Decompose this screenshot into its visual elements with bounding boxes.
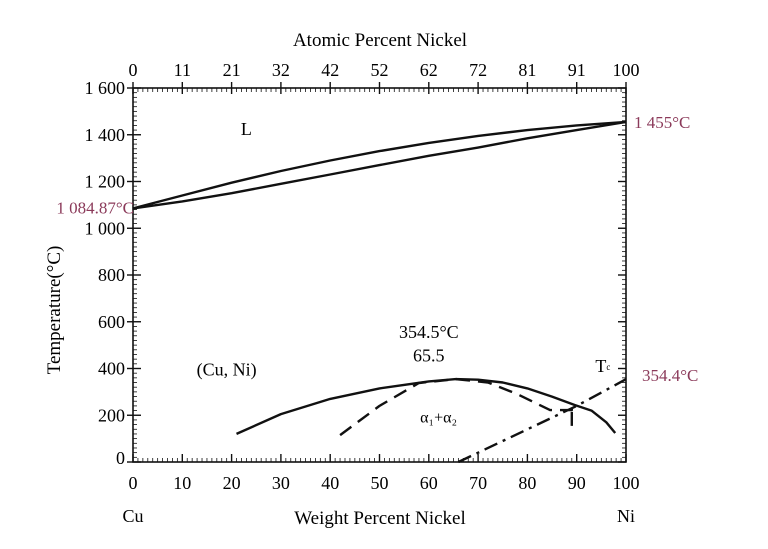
y-tick-label: 1 600 — [85, 78, 126, 98]
curie-temperature-label: 354.4°C — [642, 366, 698, 385]
cu-melting-point-label: 1 084.87°C — [56, 198, 134, 217]
phase-boundary-solid-1 — [132, 120, 627, 210]
x-tick-label: 0 — [129, 473, 138, 493]
x2-tick-label: 11 — [174, 60, 191, 80]
x2-tick-label: 91 — [568, 60, 586, 80]
y-tick-label: 400 — [98, 359, 125, 379]
x2-tick-label: 100 — [613, 60, 640, 80]
phase-boundary-dashdot-4 — [457, 378, 627, 464]
annotation-label: 65.5 — [413, 345, 445, 365]
phase-boundary-dashed-3 — [339, 377, 573, 437]
x-tick-label: 30 — [272, 473, 290, 493]
y-tick-label: 200 — [98, 405, 125, 425]
x2-tick-label: 62 — [420, 60, 438, 80]
x-tick-label: 80 — [518, 473, 536, 493]
x2-tick-label: 21 — [223, 60, 241, 80]
y-tick-label: 800 — [98, 265, 125, 285]
x2-tick-label: 0 — [129, 60, 138, 80]
x-tick-label: 60 — [420, 473, 438, 493]
x-tick-label: 70 — [469, 473, 487, 493]
y-tick-label: 0 — [116, 448, 125, 468]
y-axis-title: Temperature(°C) — [44, 246, 65, 375]
bottom-axis-title: Weight Percent Nickel — [294, 508, 466, 529]
phase-boundary-solid-2 — [236, 377, 617, 435]
ni-melting-point-label: 1 455°C — [634, 113, 690, 132]
annotation-label: α₁+α₂ — [420, 409, 457, 426]
cu-label: Cu — [122, 506, 143, 526]
annotation-label: 354.5°C — [399, 322, 459, 342]
y-tick-label: 1 200 — [85, 172, 126, 192]
top-axis-title: Atomic Percent Nickel — [293, 30, 467, 51]
x-tick-label: 90 — [568, 473, 586, 493]
phase-boundary-solid-0 — [132, 120, 627, 210]
x2-tick-label: 42 — [321, 60, 339, 80]
annotation-label: (Cu, Ni) — [197, 360, 257, 381]
y-tick-label: 1 400 — [85, 125, 126, 145]
ni-label: Ni — [617, 506, 635, 526]
x2-tick-label: 81 — [518, 60, 536, 80]
x-tick-label: 100 — [613, 473, 640, 493]
y-tick-label: 1 000 — [85, 218, 126, 238]
y-tick-label: 600 — [98, 312, 125, 332]
x-tick-label: 10 — [173, 473, 191, 493]
x2-tick-label: 52 — [371, 60, 389, 80]
x-tick-label: 50 — [371, 473, 389, 493]
x2-tick-label: 32 — [272, 60, 290, 80]
x-tick-label: 20 — [223, 473, 241, 493]
tc-label: Tc — [595, 356, 610, 376]
x2-tick-label: 72 — [469, 60, 487, 80]
annotation-label: L — [241, 119, 252, 139]
x-tick-label: 40 — [321, 473, 339, 493]
